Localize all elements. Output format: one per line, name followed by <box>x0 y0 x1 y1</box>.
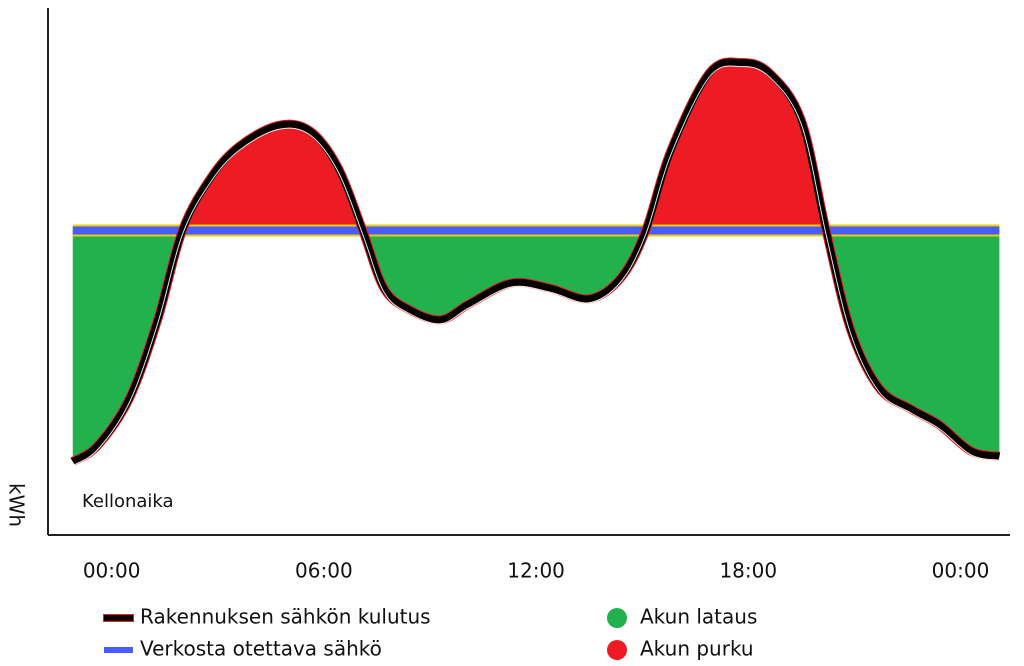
x-tick-label: 18:00 <box>719 559 777 583</box>
legend-label: Akun purku <box>640 637 754 661</box>
discharge-area <box>72 61 1000 231</box>
legend-label: Akun lataus <box>640 605 757 629</box>
legend-swatch <box>607 640 627 660</box>
consumption-line <box>70 58 1001 465</box>
consumption-highlight <box>72 65 1000 466</box>
legend-label: Rakennuksen sähkön kulutus <box>140 605 431 629</box>
x-tick-label: 12:00 <box>507 559 565 583</box>
x-axis-label: Kellonaika <box>82 491 174 512</box>
x-tick-label: 00:00 <box>83 559 141 583</box>
y-axis-label: kWh <box>5 483 29 527</box>
legend-swatch <box>607 608 627 628</box>
legend-label: Verkosta otettava sähkö <box>140 637 382 661</box>
x-tick-label: 00:00 <box>932 559 990 583</box>
charge-area <box>72 230 1000 462</box>
x-tick-label: 06:00 <box>295 559 353 583</box>
